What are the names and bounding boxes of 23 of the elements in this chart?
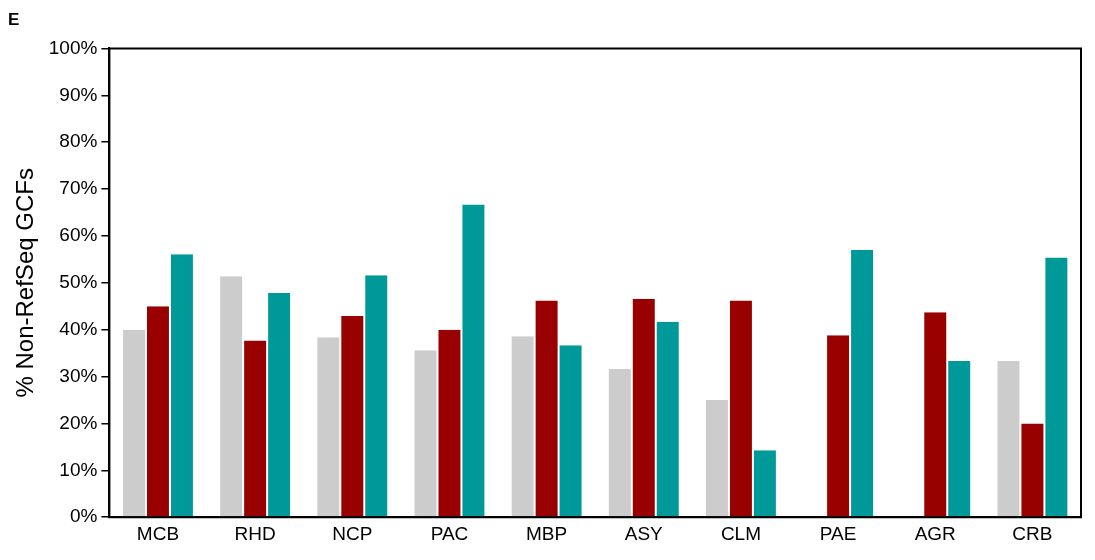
x-tick-label: RHD bbox=[234, 522, 276, 544]
y-tick-label: 20% bbox=[59, 411, 98, 433]
y-tick-label: 40% bbox=[59, 317, 98, 339]
x-tick-label: CRB bbox=[1012, 522, 1053, 544]
y-tick-label: 50% bbox=[59, 271, 98, 293]
x-tick-label: CLM bbox=[720, 522, 761, 544]
y-tick-label: 80% bbox=[59, 130, 98, 152]
x-tick-label: ASY bbox=[624, 522, 664, 544]
x-tick-label: MBP bbox=[526, 522, 568, 544]
x-tick-label: PAC bbox=[430, 522, 469, 544]
y-tick-label: 0% bbox=[69, 505, 98, 527]
y-tick-label: 30% bbox=[59, 364, 98, 386]
x-tick-label: MCB bbox=[136, 522, 180, 544]
x-tick-label: NCP bbox=[332, 522, 373, 544]
y-tick-label: 90% bbox=[59, 83, 98, 105]
y-tick-label: 100% bbox=[48, 36, 98, 58]
chart-title: E bbox=[8, 9, 20, 29]
y-tick-label: 60% bbox=[59, 224, 98, 246]
x-tick-label: PAE bbox=[819, 522, 857, 544]
y-axis-title: % Non-RefSeq GCFs bbox=[11, 168, 39, 398]
y-tick-label: 70% bbox=[59, 177, 98, 199]
y-tick-label: 10% bbox=[59, 458, 98, 480]
x-tick-label: AGR bbox=[914, 522, 956, 544]
